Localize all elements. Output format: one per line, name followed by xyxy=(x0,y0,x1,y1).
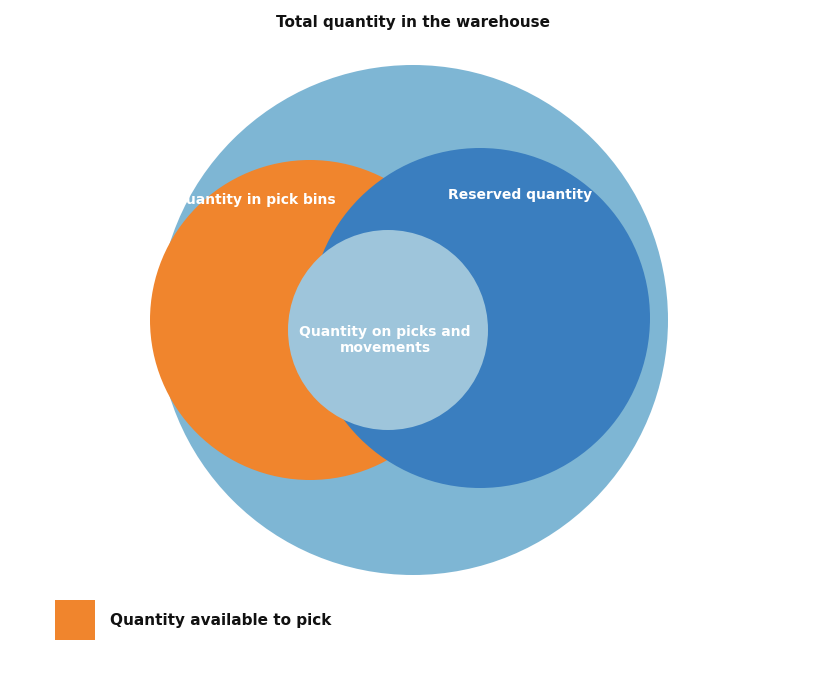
Text: Quantity available to pick: Quantity available to pick xyxy=(110,612,331,628)
Ellipse shape xyxy=(288,230,488,430)
Text: Quantity in pick bins: Quantity in pick bins xyxy=(174,193,336,207)
Text: Reserved quantity: Reserved quantity xyxy=(448,188,592,202)
Ellipse shape xyxy=(158,65,668,575)
FancyBboxPatch shape xyxy=(55,600,95,640)
Text: Total quantity in the warehouse: Total quantity in the warehouse xyxy=(276,14,550,30)
Text: Quantity on picks and
movements: Quantity on picks and movements xyxy=(299,325,471,355)
Ellipse shape xyxy=(150,160,470,480)
Ellipse shape xyxy=(310,148,650,488)
